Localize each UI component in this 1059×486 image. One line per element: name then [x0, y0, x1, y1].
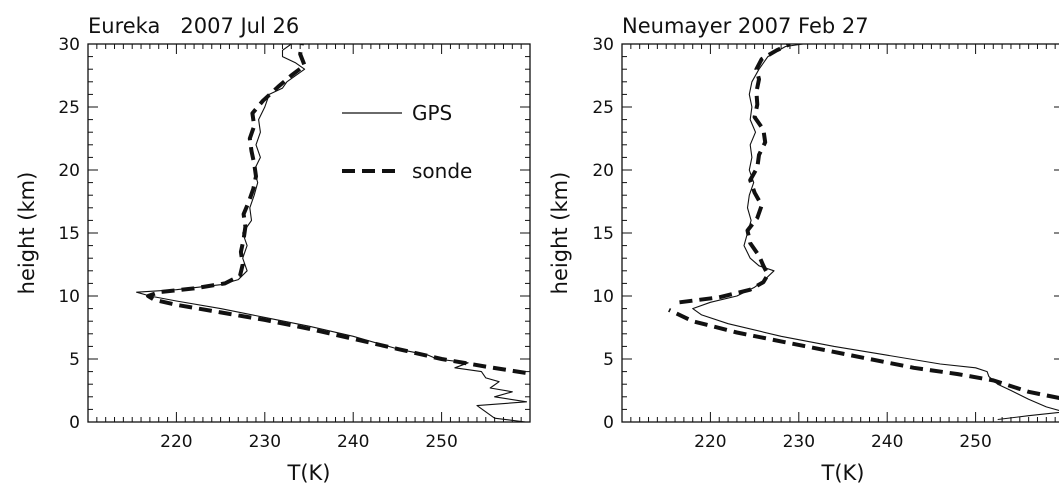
y-tick-label: 25	[58, 98, 80, 118]
y-tick-label: 10	[58, 287, 80, 307]
legend-label-gps: GPS	[412, 101, 452, 125]
y-tick-label: 20	[58, 161, 80, 181]
y-axis-label: height (km)	[548, 172, 572, 295]
y-tick-label: 15	[592, 224, 614, 244]
plot-frame	[87, 43, 531, 423]
x-tick-label: 240	[871, 432, 903, 452]
x-axis-label: T(K)	[287, 461, 331, 485]
y-tick-label: 10	[592, 287, 614, 307]
tick-layer: 0 5 10 15 20 25 30 220 230 240 250	[58, 35, 531, 452]
y-tick-label: 30	[592, 35, 614, 55]
x-tick-label: 220	[160, 432, 192, 452]
chart-panel-eureka: Eureka 2007 Jul 26 0 5 10 15 20 25 30 220 230 240…	[15, 14, 531, 485]
series-line-sonde-upper	[679, 44, 791, 305]
x-tick-label: 240	[337, 432, 369, 452]
x-tick-label: 220	[694, 432, 726, 452]
chart-title: Eureka 2007 Jul 26	[88, 14, 299, 38]
y-tick-label: 0	[603, 413, 614, 433]
y-tick-label: 0	[69, 413, 80, 433]
y-tick-label: 5	[69, 350, 80, 370]
tick-layer: 0 5 10 15 20 25 30 220 230 240 250	[592, 35, 1059, 452]
legend-label-sonde: sonde	[412, 159, 472, 183]
x-axis-label: T(K)	[821, 461, 865, 485]
y-tick-label: 5	[603, 350, 614, 370]
series-layer	[668, 44, 1059, 421]
series-layer	[136, 44, 528, 422]
x-tick-label: 230	[249, 432, 281, 452]
x-tick-label: 250	[425, 432, 457, 452]
y-tick-label: 20	[592, 161, 614, 181]
y-tick-label: 30	[58, 35, 80, 55]
x-tick-label: 250	[959, 432, 991, 452]
y-axis-label: height (km)	[15, 172, 39, 295]
y-tick-label: 15	[58, 224, 80, 244]
legend: GPS sonde	[342, 101, 472, 183]
x-tick-label: 230	[783, 432, 815, 452]
series-line-sonde	[146, 44, 526, 375]
series-line-sonde	[668, 308, 1059, 401]
chart-title: Neumayer 2007 Feb 27	[622, 14, 869, 38]
series-line-gps	[136, 44, 528, 422]
chart-panel-neumayer: Neumayer 2007 Feb 27 0 5 10 15 20 25 30 220 230 2…	[548, 14, 1059, 485]
plot-frame	[621, 43, 1059, 423]
y-tick-label: 25	[592, 98, 614, 118]
